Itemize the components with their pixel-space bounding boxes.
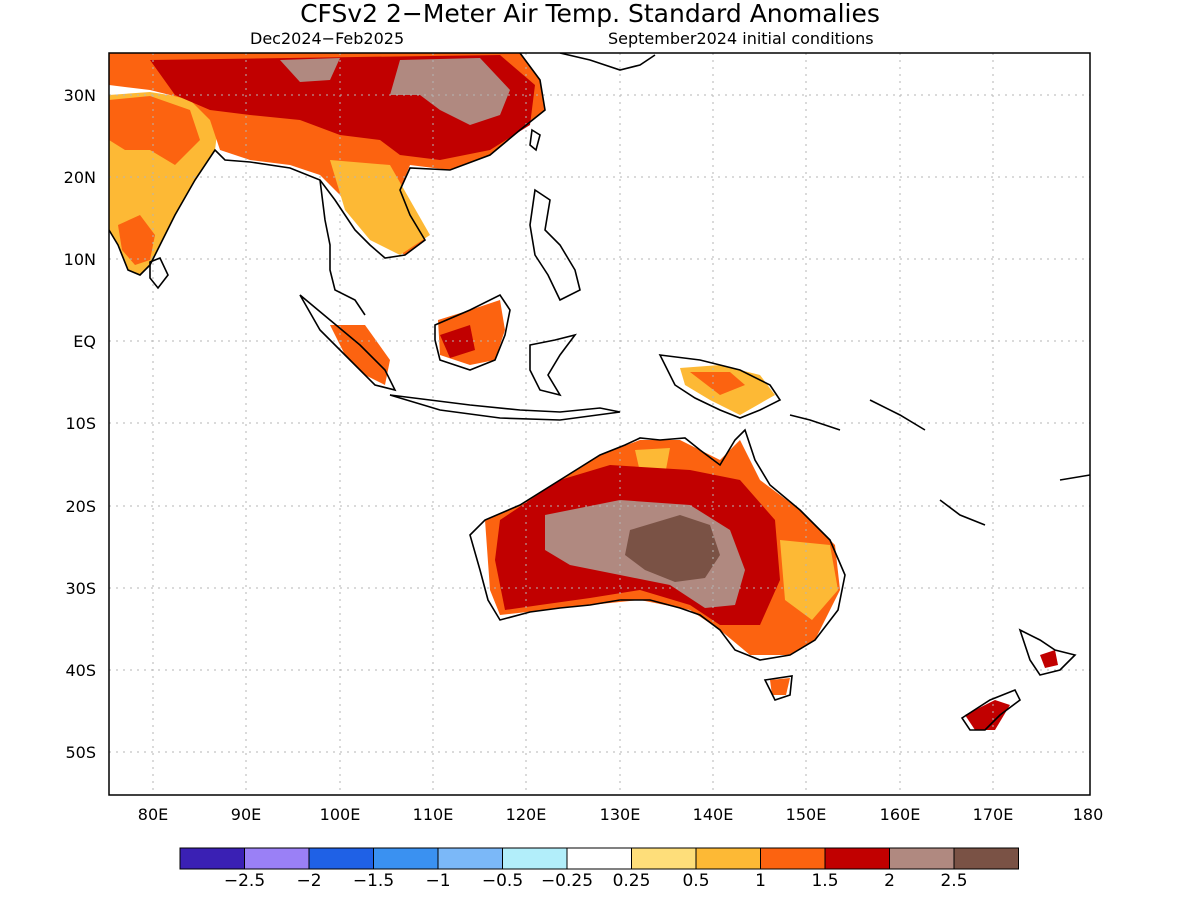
coastlines [109, 53, 1090, 731]
lon-tick: 120E [506, 805, 547, 824]
initial-conditions: September2024 initial conditions [608, 29, 874, 48]
colorbar-swatch [889, 847, 955, 870]
colorbar-label: 0.5 [682, 871, 709, 891]
india-south [118, 215, 155, 265]
nz-south-coast [960, 688, 1022, 731]
map-title: CFSv2 2−Meter Air Temp. Standard Anomali… [300, 0, 880, 28]
colorbar-swatch [566, 847, 632, 870]
colorbar-swatch [760, 847, 826, 870]
java-coast [389, 394, 621, 421]
lat-tick: 10S [65, 414, 96, 433]
nz-south [965, 700, 1010, 730]
lat-tick: EQ [73, 332, 96, 351]
colorbar-swatch [308, 847, 374, 870]
sulawesi-coast [529, 333, 577, 397]
philippines-coast [529, 188, 581, 302]
colorbar-swatch [824, 847, 890, 870]
plot-area [109, 53, 1090, 795]
newguinea-coast [658, 354, 782, 419]
malay-coast [319, 179, 366, 316]
colorbar-label: −1.5 [353, 871, 394, 891]
srilanka-coast [149, 256, 169, 290]
colorbar-swatch [953, 847, 1019, 870]
china-brown [280, 58, 340, 82]
colorbar-label: 2 [884, 871, 895, 891]
nz-north-coast [1018, 628, 1077, 676]
lon-tick: 90E [231, 805, 261, 824]
australia-coast [469, 428, 846, 661]
colorbar-label: 0.25 [613, 871, 651, 891]
colorbar-label: −2.5 [224, 871, 265, 891]
colorbar-label: 2.5 [940, 871, 967, 891]
borneo-red [440, 325, 475, 358]
lon-tick: 180 [1073, 805, 1104, 824]
china-brown-east [390, 58, 510, 125]
lon-tick: 140E [693, 805, 734, 824]
colorbar-swatch [437, 847, 503, 870]
seasia-yellow [330, 160, 430, 255]
colorbar-label: −0.5 [482, 871, 523, 891]
colorbar-label: 1 [755, 871, 766, 891]
lat-tick: 10N [64, 250, 96, 269]
india-orange [109, 96, 200, 165]
colorbar-swatch [373, 847, 439, 870]
pacific-islands [789, 399, 1090, 526]
sumatra-orange [330, 325, 390, 385]
australia-yellow-east [780, 540, 838, 620]
sumatra-coast [299, 294, 397, 392]
colorbar-swatch [502, 847, 568, 870]
lon-tick: 170E [973, 805, 1014, 824]
lat-tick: 20S [65, 497, 96, 516]
lon-tick: 110E [413, 805, 454, 824]
colorbar-label: −0.25 [541, 871, 593, 891]
colorbar-label: −2 [296, 871, 321, 891]
colorbar: −2.5 −2 −1.5 −1 −0.5 −0.25 0.25 0.5 1 1.5 2 2.5 [179, 847, 1019, 891]
tasmania-coast [763, 675, 793, 701]
colorbar-label: −1 [425, 871, 450, 891]
lat-tick: 30N [64, 86, 96, 105]
colorbar-swatch [179, 847, 245, 870]
lat-tick: 40S [65, 661, 96, 680]
lon-tick: 160E [880, 805, 921, 824]
borneo-coast [434, 293, 511, 371]
colorbar-swatch [695, 847, 761, 870]
lat-tick: 20N [64, 168, 96, 187]
lat-lon-grid [109, 53, 1090, 795]
lat-tick: 50S [65, 743, 96, 762]
anomaly-fill [109, 53, 1058, 730]
latitude-axis: 30N 20N 10N EQ 10S 20S 30S 40S 50S [64, 86, 96, 762]
plot-frame [108, 52, 1091, 796]
lon-tick: 80E [138, 805, 168, 824]
nz-north [1040, 650, 1058, 668]
colorbar-label: 1.5 [811, 871, 838, 891]
tasmania [770, 678, 790, 695]
lat-tick: 30S [65, 579, 96, 598]
colorbar-swatch [631, 847, 697, 870]
forecast-period: Dec2024−Feb2025 [250, 29, 404, 48]
lon-tick: 150E [786, 805, 827, 824]
colorbar-swatch [244, 847, 310, 870]
lon-tick: 130E [600, 805, 641, 824]
australia-dark-brown [625, 515, 720, 582]
japan-coast [559, 53, 656, 71]
new-guinea-orange [690, 372, 745, 395]
lon-tick: 100E [320, 805, 361, 824]
taiwan-coast [529, 128, 541, 152]
asia-coast [109, 53, 546, 276]
longitude-axis: 80E 90E 100E 110E 120E 130E 140E 150E 16… [138, 805, 1104, 824]
